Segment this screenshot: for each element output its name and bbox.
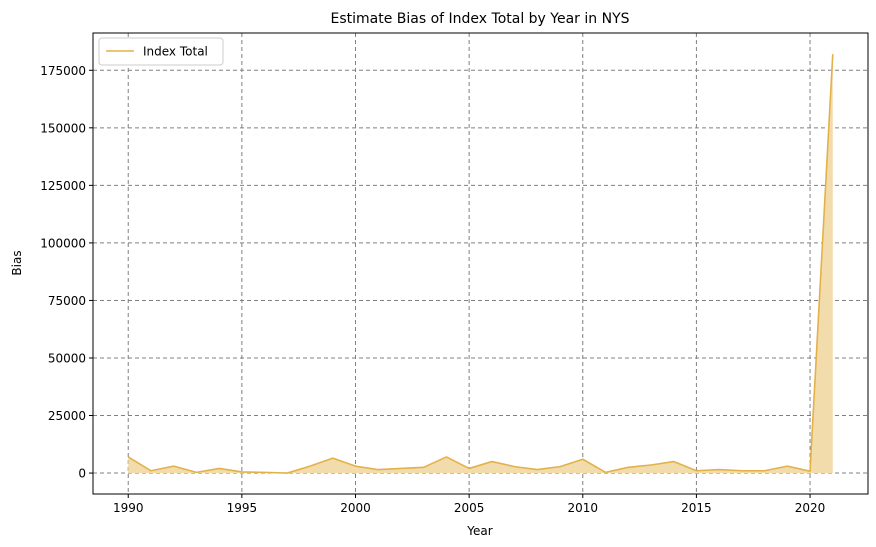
legend-box — [98, 37, 224, 66]
plot-background — [93, 33, 868, 494]
x-tick-label: 2000 — [340, 501, 371, 515]
y-tick-label: 100000 — [40, 236, 86, 250]
y-axis-label: Bias — [10, 250, 24, 275]
y-tick-label: 75000 — [48, 294, 86, 308]
grid — [93, 33, 868, 494]
x-tick-label: 2015 — [681, 501, 712, 515]
y-tick-label: 150000 — [40, 121, 86, 135]
chart-title: Estimate Bias of Index Total by Year in … — [330, 11, 629, 27]
series-line — [127, 54, 834, 474]
y-tick-label: 25000 — [48, 409, 86, 423]
x-tick-label: 1990 — [113, 501, 144, 515]
x-tick-label: 2005 — [454, 501, 485, 515]
x-tick-label: 2020 — [795, 501, 826, 515]
series-lines — [127, 54, 834, 474]
legend: Index Total — [98, 37, 224, 66]
y-tick-label: 50000 — [48, 351, 86, 365]
y-tick-label: 0 — [78, 467, 86, 481]
x-axis: 1990 1995 2000 2005 2010 2015 2020 — [113, 494, 825, 515]
x-axis-label: Year — [466, 524, 492, 538]
x-tick-label: 2010 — [567, 501, 598, 515]
y-tick-label: 175000 — [40, 64, 86, 78]
legend-label: Index Total — [143, 45, 208, 59]
y-axis: 0 25000 50000 75000 100000 125000 150000 175000 — [40, 64, 93, 481]
plot-frame — [92, 32, 869, 495]
x-tick-label: 1995 — [227, 501, 258, 515]
y-tick-label: 125000 — [40, 179, 86, 193]
